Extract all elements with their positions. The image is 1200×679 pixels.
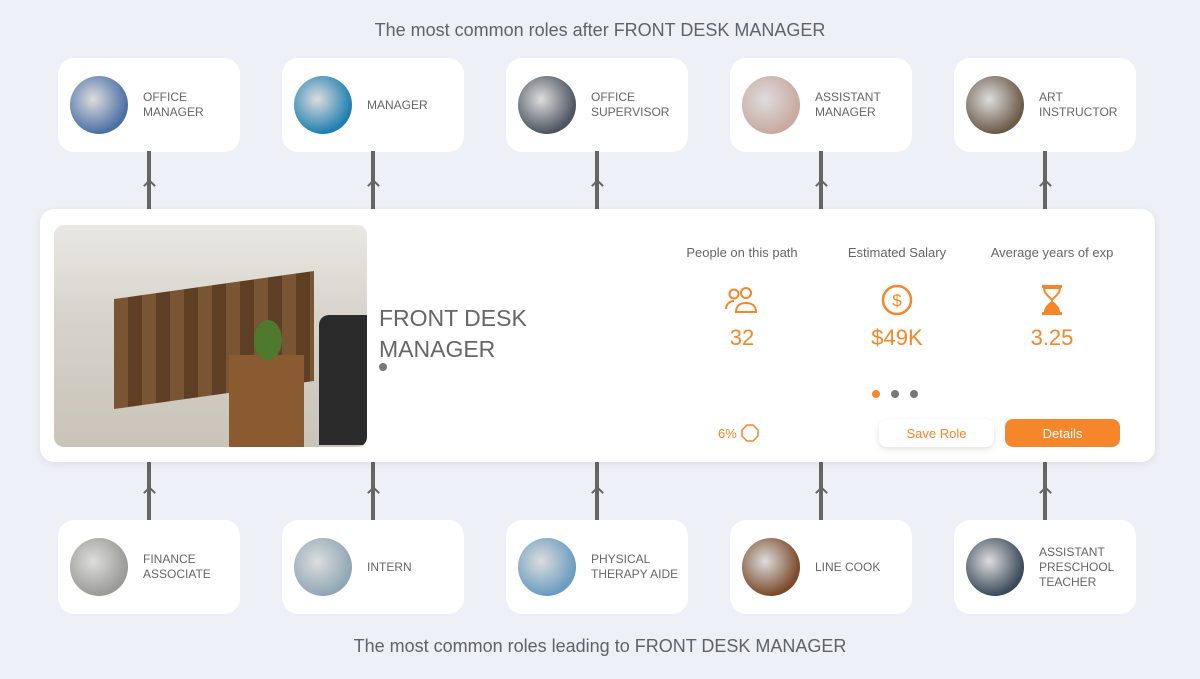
connector-line	[814, 462, 828, 520]
carousel-dot[interactable]	[910, 390, 918, 398]
role-avatar	[966, 538, 1024, 596]
role-label: INTERN	[367, 559, 412, 574]
connector-line	[366, 462, 380, 520]
carousel-dots	[872, 390, 918, 398]
previous-role-card[interactable]: INTERN	[282, 520, 464, 614]
arrow-up-icon	[590, 486, 604, 499]
previous-role-card[interactable]: LINE COOK	[730, 520, 912, 614]
arrow-up-icon	[1038, 179, 1052, 192]
people-icon	[667, 275, 817, 325]
role-label: ASSISTANT PRESCHOOL TEACHER	[1039, 544, 1114, 589]
role-label: MANAGER	[367, 97, 428, 112]
role-label: PHYSICAL THERAPY AIDE	[591, 552, 679, 581]
match-percent: 6%	[718, 424, 759, 442]
role-label: ART INSTRUCTOR	[1039, 90, 1118, 119]
svg-text:$: $	[892, 291, 902, 310]
save-role-button[interactable]: Save Role	[879, 419, 994, 447]
arrow-up-icon	[142, 179, 156, 192]
role-label: OFFICE MANAGER	[143, 90, 204, 119]
arrow-up-icon	[142, 486, 156, 499]
octagon-icon	[741, 424, 759, 442]
role-photo	[54, 225, 367, 447]
role-avatar	[294, 538, 352, 596]
role-label: ASSISTANT MANAGER	[815, 90, 881, 119]
next-role-card[interactable]: ART INSTRUCTOR	[954, 58, 1136, 152]
arrow-up-icon	[1038, 486, 1052, 499]
role-label: OFFICE SUPERVISOR	[591, 90, 670, 119]
arrow-up-icon	[590, 179, 604, 192]
carousel-dot[interactable]	[872, 390, 880, 398]
connector-line	[142, 462, 156, 520]
role-avatar	[70, 538, 128, 596]
connector-line	[590, 151, 604, 209]
dollar-circle-icon: $	[822, 275, 972, 325]
role-avatar	[742, 76, 800, 134]
previous-role-card[interactable]: FINANCE ASSOCIATE	[58, 520, 240, 614]
next-role-card[interactable]: OFFICE MANAGER	[58, 58, 240, 152]
next-role-card[interactable]: MANAGER	[282, 58, 464, 152]
stat-people: People on this path 32	[667, 245, 817, 351]
connector-line	[142, 151, 156, 209]
previous-role-card[interactable]: PHYSICAL THERAPY AIDE	[506, 520, 688, 614]
stat-experience: Average years of exp 3.25	[977, 245, 1127, 351]
connector-line	[1038, 462, 1052, 520]
role-label: LINE COOK	[815, 559, 881, 574]
role-avatar	[518, 538, 576, 596]
role-avatar	[70, 76, 128, 134]
next-role-card[interactable]: ASSISTANT MANAGER	[730, 58, 912, 152]
arrow-up-icon	[366, 486, 380, 499]
details-button[interactable]: Details	[1005, 419, 1120, 447]
role-avatar	[518, 76, 576, 134]
arrow-up-icon	[366, 179, 380, 192]
stat-salary: Estimated Salary $ $49K	[822, 245, 972, 351]
arrow-up-icon	[814, 179, 828, 192]
title-dot	[379, 363, 387, 371]
connector-line	[1038, 151, 1052, 209]
previous-roles-heading: The most common roles leading to FRONT D…	[353, 636, 847, 656]
role-avatar	[294, 76, 352, 134]
arrow-up-icon	[814, 486, 828, 499]
role-title: FRONT DESK MANAGER	[379, 305, 527, 362]
connector-line	[590, 462, 604, 520]
next-role-card[interactable]: OFFICE SUPERVISOR	[506, 58, 688, 152]
next-roles-heading: The most common roles after FRONT DESK M…	[374, 20, 826, 40]
hourglass-icon	[977, 275, 1127, 325]
connector-line	[814, 151, 828, 209]
previous-role-card[interactable]: ASSISTANT PRESCHOOL TEACHER	[954, 520, 1136, 614]
current-role-card: FRONT DESK MANAGER People on this path 3…	[40, 209, 1155, 462]
connector-line	[366, 151, 380, 209]
carousel-dot[interactable]	[891, 390, 899, 398]
role-label: FINANCE ASSOCIATE	[143, 552, 211, 581]
role-avatar	[742, 538, 800, 596]
role-avatar	[966, 76, 1024, 134]
